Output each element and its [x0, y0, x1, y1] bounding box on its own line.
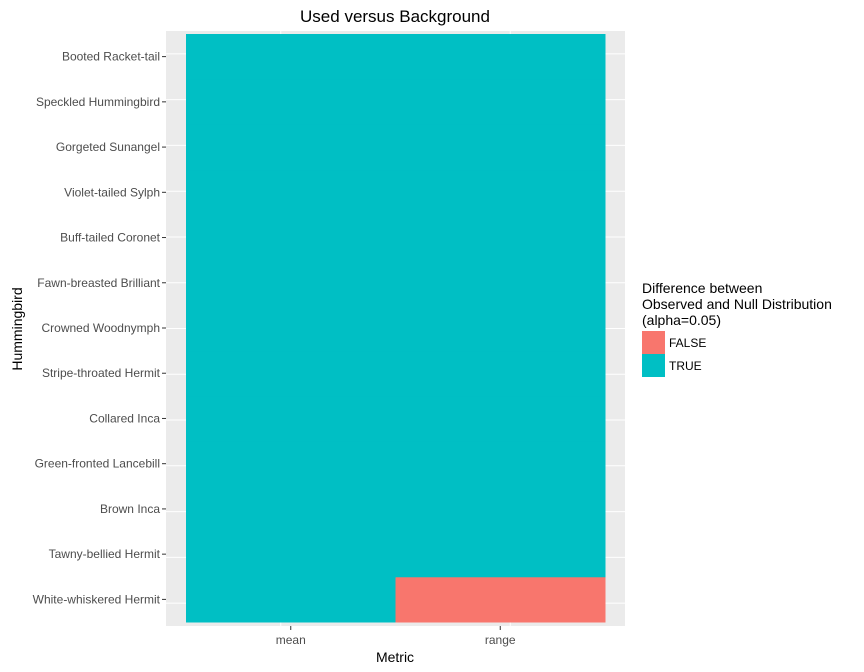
- heatmap-cell: [186, 214, 396, 261]
- legend-key-true: [642, 354, 665, 377]
- heatmap-cell: [186, 124, 396, 171]
- legend-entries: FALSE TRUE: [642, 331, 706, 377]
- heatmap-cell: [186, 79, 396, 125]
- chart-title: Used versus Background: [300, 7, 490, 26]
- y-tick-label: White-whiskered Hermit: [33, 592, 161, 606]
- heatmap-cell: [395, 576, 606, 623]
- legend-label-true: TRUE: [669, 359, 702, 373]
- heatmap-cell: [395, 34, 606, 80]
- legend: Difference between Observed and Null Dis…: [642, 280, 832, 377]
- y-axis-ticks: White-whiskered Hermit Tawny-bellied Herm…: [33, 50, 166, 606]
- x-axis-title: Metric: [376, 649, 414, 665]
- heatmap-cell: [395, 169, 606, 216]
- y-axis-title: Hummingbird: [9, 287, 25, 370]
- heatmap-cell: [186, 260, 396, 306]
- x-tick-label: range: [485, 633, 516, 647]
- heatmap-cell: [186, 350, 396, 397]
- heatmap-cell: [186, 305, 396, 352]
- heatmap-cell: [395, 350, 606, 397]
- y-tick-label: Gorgeted Sunangel: [56, 140, 160, 154]
- heatmap-cell: [186, 441, 396, 487]
- legend-key-false: [642, 331, 665, 354]
- y-tick-label: Tawny-bellied Hermit: [49, 547, 161, 561]
- heatmap-cell: [395, 305, 606, 352]
- y-tick-label: Speckled Hummingbird: [36, 95, 160, 109]
- x-axis-ticks: mean range: [276, 626, 516, 647]
- heatmap-cell: [186, 486, 396, 533]
- legend-title-line-1: Difference between: [642, 280, 762, 296]
- y-tick-label: Fawn-breasted Brilliant: [37, 276, 160, 290]
- y-tick-label: Buff-tailed Coronet: [60, 231, 161, 245]
- heatmap-cell: [186, 169, 396, 216]
- heatmap-cell: [186, 531, 396, 578]
- heatmap-cell: [186, 395, 396, 442]
- y-tick-label: Collared Inca: [89, 411, 160, 425]
- heatmap-cell: [395, 441, 606, 487]
- y-tick-label: Violet-tailed Sylph: [64, 185, 160, 199]
- y-tick-label: Booted Racket-tail: [62, 50, 160, 64]
- heatmap-cell: [395, 531, 606, 578]
- y-tick-label: Brown Inca: [100, 502, 160, 516]
- heatmap-cell: [395, 79, 606, 125]
- legend-title-line-2: Observed and Null Distribution: [642, 296, 832, 312]
- y-tick-label: Crowned Woodnymph: [41, 321, 160, 335]
- legend-label-false: FALSE: [669, 336, 706, 350]
- y-tick-label: Stripe-throated Hermit: [42, 366, 161, 380]
- heatmap-cell: [395, 486, 606, 533]
- heatmap-cell: [395, 260, 606, 306]
- heatmap-cell: [395, 214, 606, 261]
- y-tick-label: Green-fronted Lancebill: [35, 457, 160, 471]
- heatmap-cells: [186, 34, 606, 623]
- heatmap-cell: [186, 34, 396, 80]
- heatmap-cell: [395, 124, 606, 171]
- legend-title-line-3: (alpha=0.05): [642, 312, 721, 328]
- x-tick-label: mean: [276, 633, 306, 647]
- heatmap-cell: [395, 395, 606, 442]
- heatmap-cell: [186, 576, 396, 623]
